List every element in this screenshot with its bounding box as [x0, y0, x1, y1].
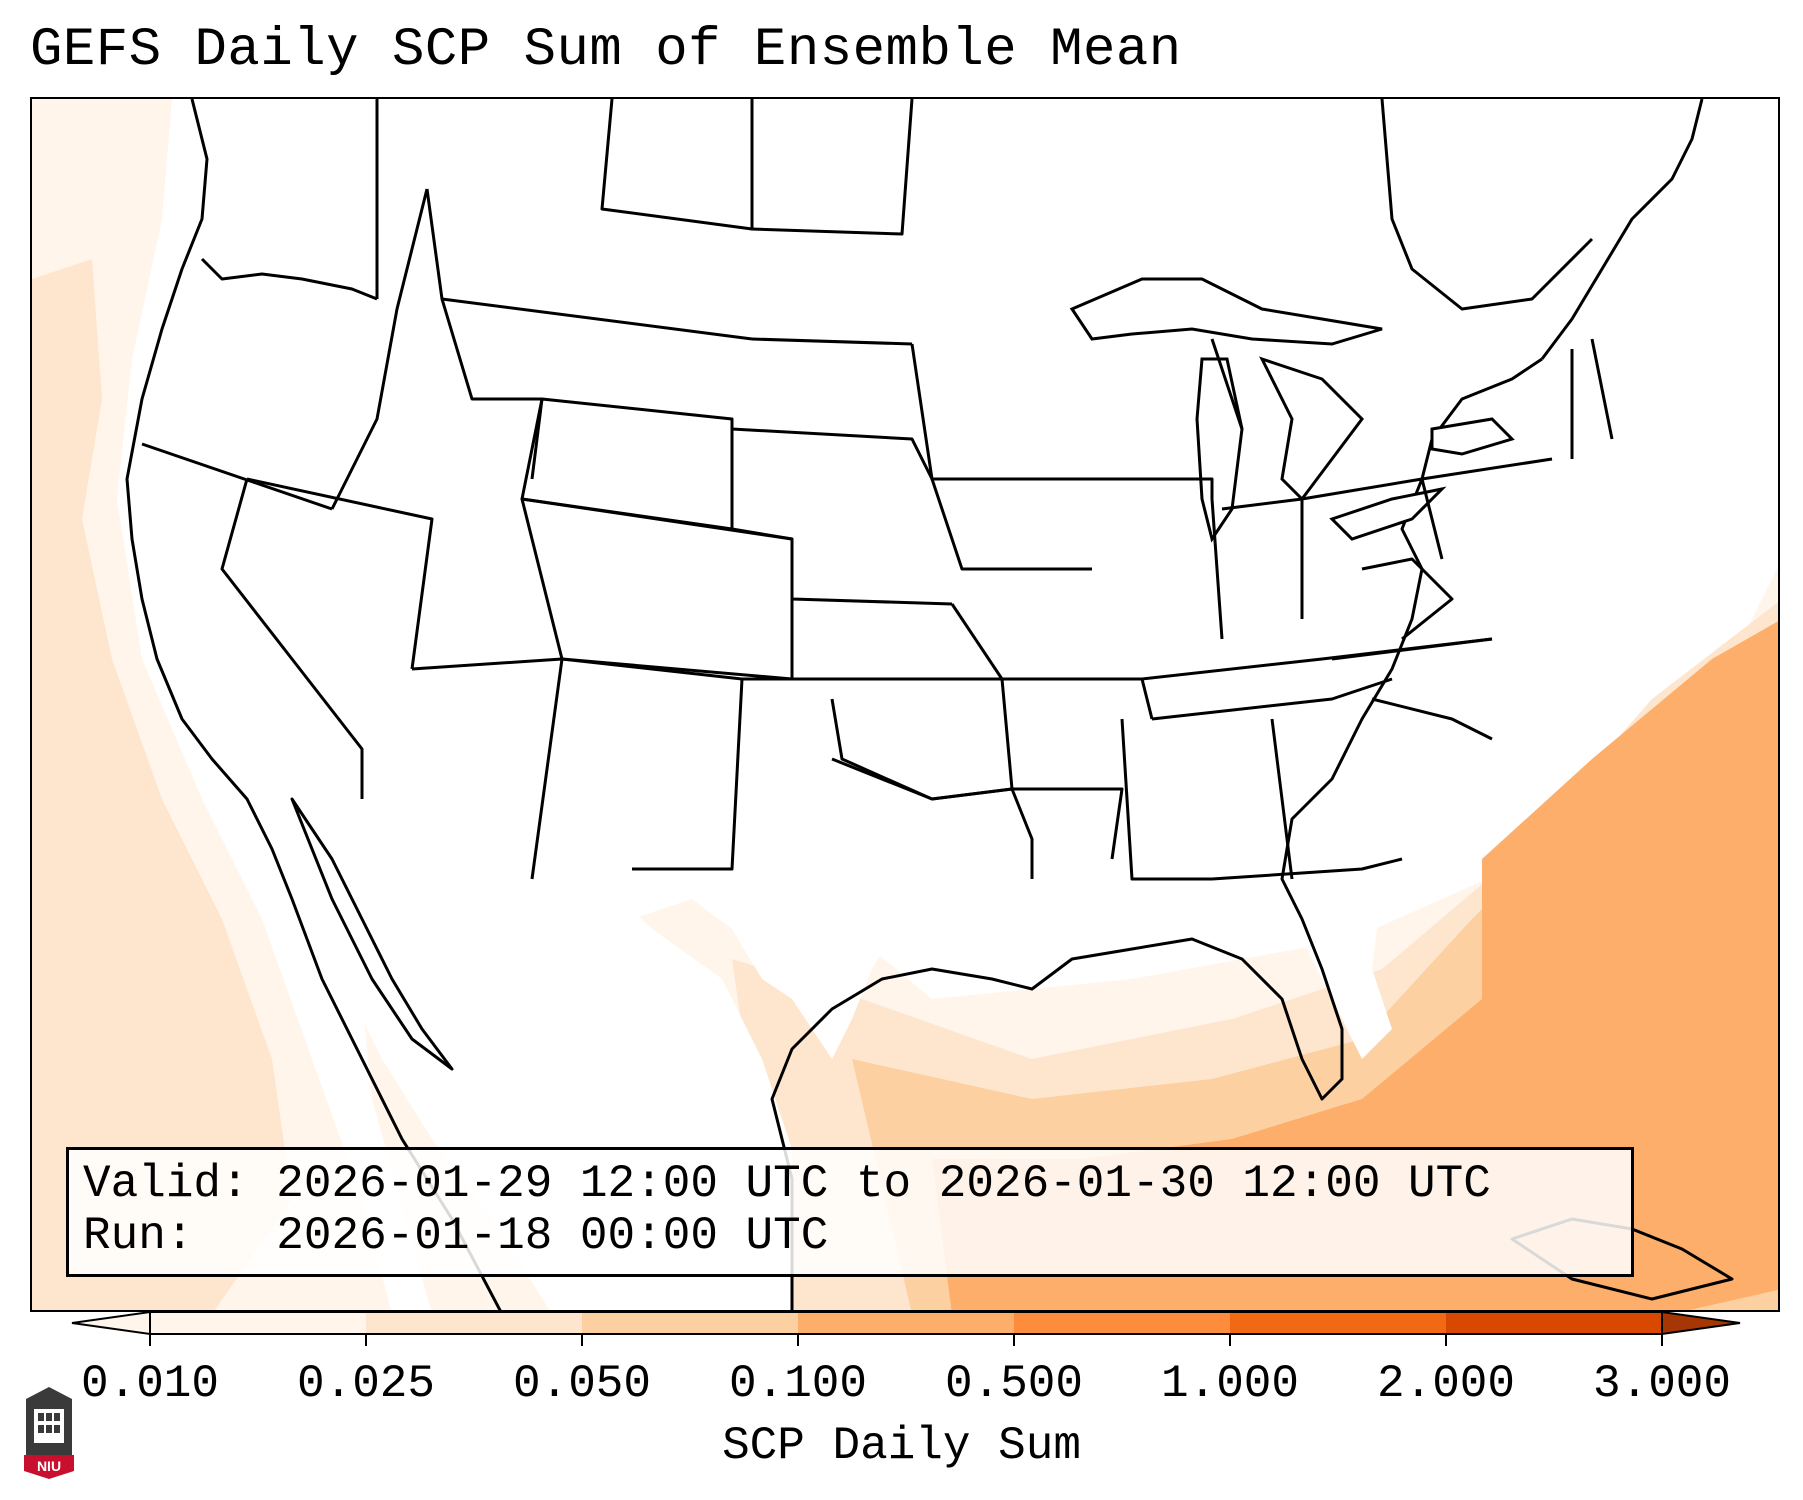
colorbar-segments: [149, 1311, 1663, 1335]
run-value: 2026-01-18 00:00 UTC: [276, 1210, 829, 1262]
colorbar-tick-label: 0.010: [80, 1358, 220, 1410]
valid-run-info-box: Valid: 2026-01-29 12:00 UTC to 2026-01-3…: [66, 1147, 1634, 1277]
colorbar-tick-label: 0.500: [944, 1358, 1084, 1410]
border-vt-nh: [1590, 338, 1614, 440]
colorbar-segment: [1014, 1312, 1231, 1334]
border-ca-nv: [220, 478, 364, 799]
border-ga-fl: [1211, 857, 1403, 881]
northeast-coast-line: [1540, 99, 1704, 360]
border-nm-tx: [561, 657, 744, 871]
border-il-in: [1210, 498, 1224, 640]
border-or-ca: [141, 442, 333, 511]
lake-ontario: [1430, 417, 1515, 456]
shade-pacific-light: [32, 259, 292, 1310]
border-mt-wy: [441, 297, 753, 341]
border-nc-sc: [1371, 697, 1493, 741]
gulf-coast-line: [770, 357, 1543, 1310]
run-line: Run: 2026-01-18 00:00 UTC: [83, 1210, 1617, 1262]
border-az-nm: [530, 658, 564, 880]
lake-superior: [1069, 277, 1383, 346]
page-title: GEFS Daily SCP Sum of Ensemble Mean: [30, 20, 1182, 81]
map-panel: [30, 97, 1780, 1312]
colorbar-segment: [798, 1312, 1015, 1334]
border-id-w: [330, 188, 429, 510]
coastlines: [125, 99, 1734, 1310]
colorbar-tick-label: 3.000: [1592, 1358, 1732, 1410]
colorbar-max-arrow: [1661, 1310, 1741, 1336]
colorbar-min-arrow: [71, 1310, 151, 1336]
lake-michigan: [1195, 357, 1244, 543]
border-ms-al: [1120, 718, 1212, 881]
niu-logo-text: NIU: [37, 1458, 61, 1474]
border-pa-ny: [1421, 457, 1553, 481]
border-ia-mo: [930, 478, 1092, 571]
colorbar-label: SCP Daily Sum: [722, 1420, 1081, 1472]
scp-shading: [32, 99, 1778, 1310]
border-al-ga: [1270, 718, 1294, 880]
border-nd-sd: [751, 337, 913, 346]
niu-logo-icon: NIU: [24, 1387, 74, 1479]
colorbar-tick-label: 2.000: [1376, 1358, 1516, 1410]
west-coast-line: [125, 99, 502, 1310]
run-label: Run:: [83, 1210, 194, 1262]
border-va-nc: [1331, 637, 1493, 661]
border-wv: [1361, 557, 1454, 641]
colorbar-tick-label: 0.050: [512, 1358, 652, 1410]
colorbar-ticks: [149, 1334, 1663, 1346]
border-nd-mn: [751, 99, 914, 236]
lake-huron: [1259, 356, 1364, 502]
border-ar-la: [1012, 787, 1124, 860]
colorbar-segment: [1446, 1312, 1663, 1334]
border-ks-mo: [950, 603, 1004, 680]
valid-value: 2026-01-29 12:00 UTC to 2026-01-30 12:00…: [276, 1158, 1491, 1210]
border-sd-ne: [731, 427, 934, 480]
border-nv-ut: [246, 477, 434, 670]
canada-line: [1380, 99, 1594, 311]
border-ut-az: [411, 657, 563, 671]
colorbar-tick-label: 0.100: [728, 1358, 868, 1410]
colorbar-segment: [1230, 1312, 1447, 1334]
border-tn-al: [1151, 677, 1393, 721]
border-id-mt: [425, 188, 544, 480]
border-wa-or: [200, 257, 378, 301]
valid-label: Valid:: [83, 1158, 249, 1210]
colorbar-segment: [366, 1312, 583, 1334]
border-mt-nd: [600, 99, 754, 231]
colorbar-segment: [582, 1312, 799, 1334]
valid-line: Valid: 2026-01-29 12:00 UTC to 2026-01-3…: [83, 1158, 1617, 1210]
colorbar: [71, 1310, 1741, 1346]
colorbar-tick-label: 1.000: [1160, 1358, 1300, 1410]
border-wi-il: [1092, 477, 1214, 499]
map-svg: [32, 99, 1778, 1310]
colorbar-segment: [150, 1312, 367, 1334]
colorbar-tick-label: 0.025: [296, 1358, 436, 1410]
border-mi: [1210, 338, 1244, 430]
state-borders: [141, 99, 1614, 881]
baja-line: [290, 797, 454, 1071]
